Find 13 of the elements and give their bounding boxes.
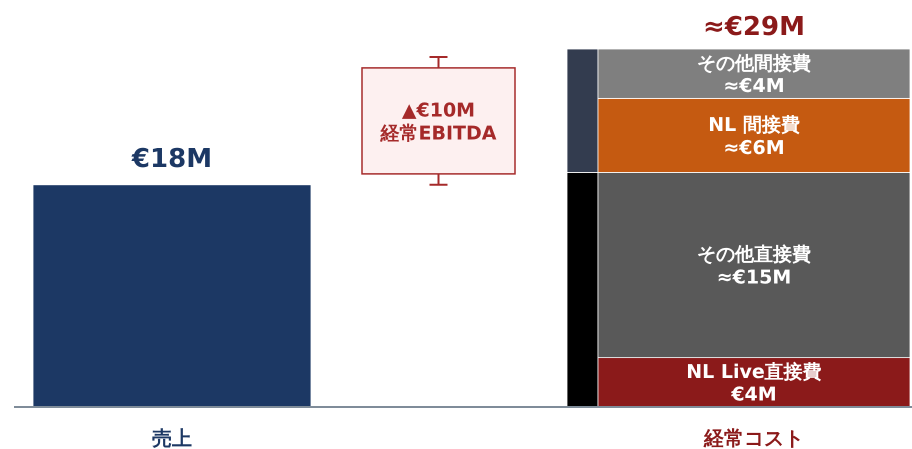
series-label: NL 間接費 bbox=[708, 114, 800, 136]
data-label: €4M bbox=[730, 384, 777, 406]
data-label: ≈€4M bbox=[723, 75, 785, 98]
series-label: その他直接費 bbox=[697, 244, 811, 266]
total-label: ≈€29M bbox=[703, 12, 805, 42]
x-tick-label: 売上 bbox=[152, 426, 192, 449]
series-label: NL Live直接費 bbox=[686, 360, 822, 383]
data-label: €18M bbox=[130, 144, 212, 174]
data-label: ≈€6M bbox=[723, 136, 785, 159]
data-label: ≈€15M bbox=[716, 266, 792, 288]
series-label: その他間接費 bbox=[697, 52, 811, 74]
annotation: ▲€10M 経常EBITDA bbox=[380, 99, 497, 144]
x-tick-label: 経常コスト bbox=[703, 426, 804, 449]
